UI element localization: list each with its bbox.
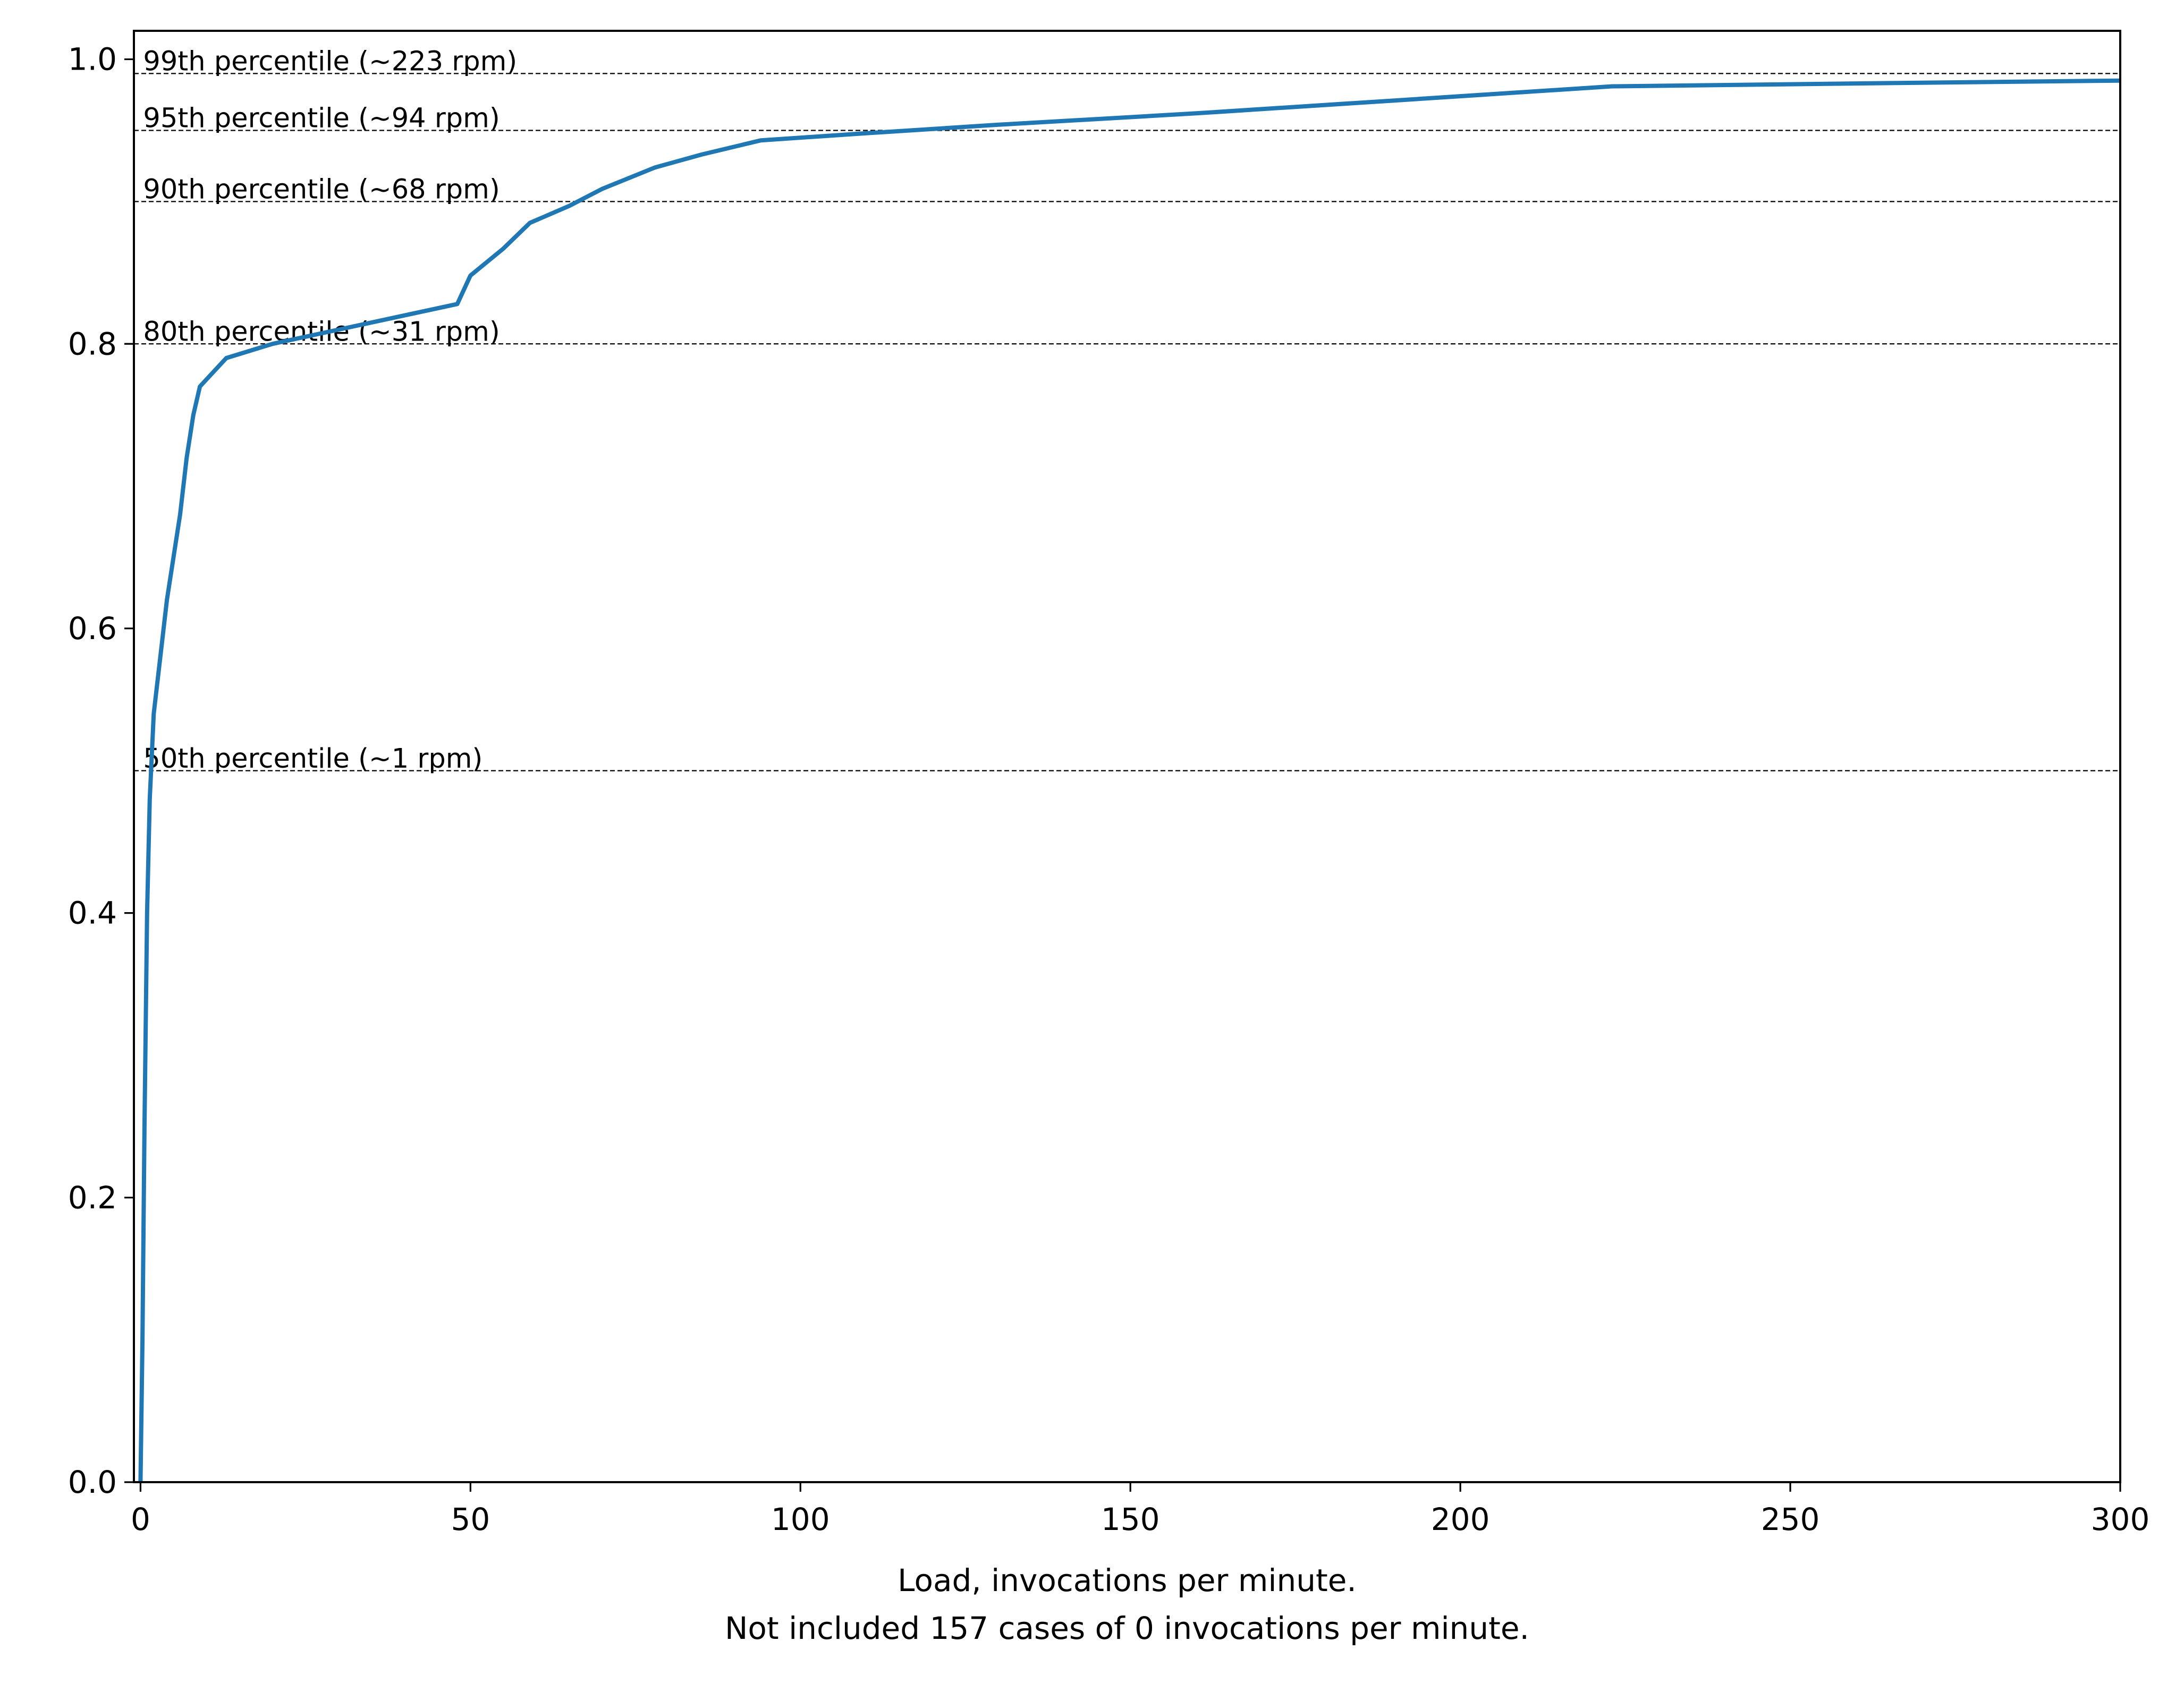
- y-tick-label: 1.0: [68, 41, 117, 78]
- series-line: [138, 78, 2121, 1483]
- x-tick-label: 250: [1761, 1501, 1820, 1537]
- plot-frame: [133, 30, 2121, 1483]
- y-tick-label: 0.0: [68, 1464, 117, 1500]
- x-tick-label: 150: [1101, 1501, 1160, 1537]
- reference-label: 95th percentile (~94 rpm): [143, 103, 500, 134]
- series-layer: [138, 78, 2121, 1483]
- y-axis-ticks: 0.0 0.2 0.4 0.6 0.8 1.0: [68, 41, 134, 1500]
- y-tick-label: 0.8: [68, 326, 117, 362]
- x-tick-label: 300: [2091, 1501, 2150, 1537]
- reference-labels: 99th percentile (~223 rpm) 95th percentil…: [143, 46, 517, 774]
- reference-lines: [134, 73, 2120, 771]
- reference-label: 99th percentile (~223 rpm): [143, 46, 517, 77]
- x-tick-label: 200: [1431, 1501, 1490, 1537]
- x-tick-label: 100: [771, 1501, 830, 1537]
- y-tick-label: 0.4: [68, 895, 117, 931]
- x-axis-note: Not included 157 cases of 0 invocations …: [725, 1610, 1529, 1646]
- reference-label: 90th percentile (~68 rpm): [143, 174, 500, 205]
- y-tick-label: 0.2: [68, 1179, 117, 1215]
- y-tick-label: 0.6: [68, 610, 117, 647]
- reference-label: 50th percentile (~1 rpm): [143, 743, 482, 775]
- x-axis-label: Load, invocations per minute.: [898, 1562, 1357, 1599]
- x-tick-label: 0: [131, 1501, 150, 1537]
- x-tick-label: 50: [451, 1501, 490, 1537]
- x-axis-ticks: 0 50 100 150 200 250 300: [131, 1482, 2149, 1537]
